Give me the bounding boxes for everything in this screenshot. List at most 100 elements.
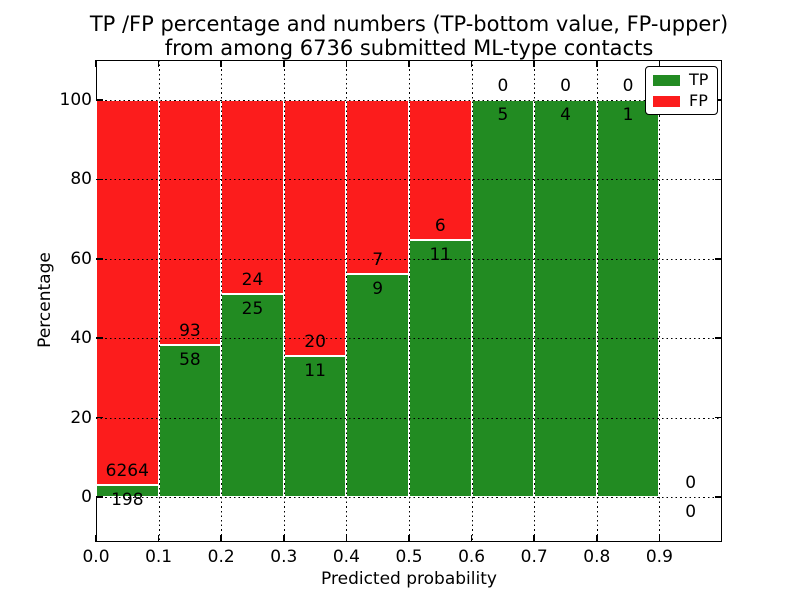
tp-count-label-0.1-0.2: 58: [179, 349, 201, 370]
tick-x-top: [408, 60, 410, 67]
gridline-x-0.5: [409, 60, 410, 542]
fp-count-label-0.1-0.2: 93: [179, 320, 201, 341]
tp-count-label-0.3-0.4: 11: [304, 361, 326, 382]
x-tick-label-0.8: 0.8: [583, 547, 611, 567]
bar-segment-fp-0.5-0.6: [409, 100, 472, 241]
tick-x-bottom: [95, 535, 97, 542]
tp-count-label-0.5-0.6: 11: [429, 245, 452, 266]
fp-count-label-0.0-0.1: 6264: [105, 460, 149, 481]
legend-label-tp: TP: [689, 70, 709, 89]
gridline-y-100: [96, 100, 722, 101]
fp-count-label-0.6-0.7: 0: [497, 76, 509, 96]
tick-x-bottom: [157, 535, 160, 542]
fp-count-label-0.4-0.5: 7: [372, 249, 384, 270]
tick-x-bottom: [596, 535, 598, 542]
legend-label-fp: FP: [689, 91, 708, 110]
bar-segment-fp-0.4-0.5: [346, 100, 409, 274]
bar-segment-tp-0.7-0.8: [534, 100, 597, 497]
gridline-y-40: [96, 338, 722, 340]
tick-y-left: [96, 416, 103, 419]
bar-segment-fp-0.0-0.1: [96, 100, 159, 485]
tp-count-label-0.0-0.1: 198: [111, 489, 144, 510]
tick-x-top: [596, 60, 598, 67]
y-tick-label-40: 40: [70, 328, 92, 349]
tick-y-left: [96, 337, 103, 339]
x-tick-label-0.3: 0.3: [270, 547, 298, 567]
fp-count-label-0.2-0.3: 24: [241, 270, 264, 291]
tick-y-left: [96, 258, 103, 260]
chart-title-line-2: from among 6736 submitted ML-type contac…: [164, 36, 654, 60]
y-tick-label-100: 100: [59, 90, 92, 110]
gridline-x-0.1: [158, 60, 160, 542]
x-tick-label-0.5: 0.5: [395, 547, 423, 567]
gridline-x-0.8: [596, 60, 598, 542]
fp-swatch-icon: [653, 95, 680, 107]
legend-entry-fp: FP: [653, 93, 708, 109]
x-tick-label-0.7: 0.7: [520, 547, 548, 567]
tp-count-label-0.4-0.5: 9: [372, 278, 384, 299]
tp-count-label-0.9-1.0: 0: [685, 502, 697, 522]
x-tick-label-0.0: 0.0: [82, 547, 110, 567]
tick-x-top: [533, 60, 535, 67]
y-tick-label-20: 20: [70, 407, 92, 428]
tick-x-bottom: [283, 535, 285, 542]
bar-segment-tp-0.1-0.2: [158, 344, 222, 497]
bar-segment-tp-0.5-0.6: [409, 240, 472, 497]
tick-y-left: [96, 496, 103, 498]
tick-x-bottom: [220, 535, 222, 542]
x-tick-label-0.4: 0.4: [332, 547, 360, 567]
bar-segment-tp-0.3-0.4: [283, 356, 347, 497]
fp-count-label-0.3-0.4: 20: [304, 332, 326, 353]
tick-x-top: [283, 60, 285, 67]
tp-swatch-icon: [653, 74, 680, 86]
tick-x-top: [345, 60, 348, 67]
tick-y-left: [96, 178, 103, 181]
bar-segment-tp-0.6-0.7: [471, 100, 535, 497]
legend: TP FP: [645, 66, 719, 115]
tick-y-right: [715, 496, 722, 498]
fp-count-label-0.5-0.6: 6: [434, 216, 446, 237]
tick-x-bottom: [658, 535, 661, 542]
fp-count-label-0.7-0.8: 0: [560, 76, 571, 96]
tick-y-right: [715, 337, 722, 339]
tick-x-top: [220, 60, 222, 67]
tp-count-label-0.8-0.9: 1: [622, 105, 634, 125]
bar-segment-fp-0.1-0.2: [158, 100, 222, 345]
legend-entry-tp: TP: [653, 72, 708, 88]
tick-x-bottom: [470, 535, 473, 542]
bar-segment-tp-0.8-0.9: [596, 100, 660, 497]
x-tick-label-0.9: 0.9: [645, 547, 673, 567]
plot-area: TP FP 6264 198 93 58 24 25 20 11 7 9 6 11 0 5 0 4 0 1 0 0: [95, 60, 722, 542]
y-tick-label-80: 80: [70, 169, 92, 190]
x-tick-label-0.2: 0.2: [207, 547, 235, 567]
tick-y-right: [715, 99, 722, 101]
tick-y-right: [715, 178, 722, 181]
gridline-x-0.7: [534, 60, 536, 542]
fp-count-label-0.8-0.9: 0: [622, 76, 634, 96]
gridline-x-0.2: [221, 60, 223, 542]
x-tick-label-0.1: 0.1: [145, 547, 173, 567]
gridline-x-0.4: [346, 60, 348, 542]
tp-count-label-0.6-0.7: 5: [497, 105, 509, 125]
chart-title-line-1: TP /FP percentage and numbers (TP-bottom…: [89, 12, 729, 36]
bar-segment-fp-0.3-0.4: [283, 100, 347, 357]
bar-segment-tp-0.4-0.5: [346, 273, 409, 497]
tick-x-top: [658, 60, 661, 67]
tick-y-right: [715, 416, 722, 419]
tp-count-label-0.2-0.3: 25: [241, 299, 264, 320]
gridline-x-0.9: [659, 60, 661, 542]
gridline-y-20: [96, 417, 722, 419]
tick-x-bottom: [345, 535, 348, 542]
gridline-x-0.6: [471, 60, 473, 542]
gridline-x-0.3: [283, 60, 285, 542]
tick-x-top: [95, 60, 97, 67]
y-tick-label-60: 60: [70, 248, 92, 269]
tick-x-top: [470, 60, 473, 67]
gridline-y-0: [96, 497, 722, 498]
tick-y-right: [715, 258, 722, 260]
tick-x-bottom: [408, 535, 410, 542]
gridline-y-80: [96, 179, 722, 181]
y-tick-label-0: 0: [81, 487, 92, 507]
bar-segment-tp-0.0-0.1: [96, 484, 159, 497]
